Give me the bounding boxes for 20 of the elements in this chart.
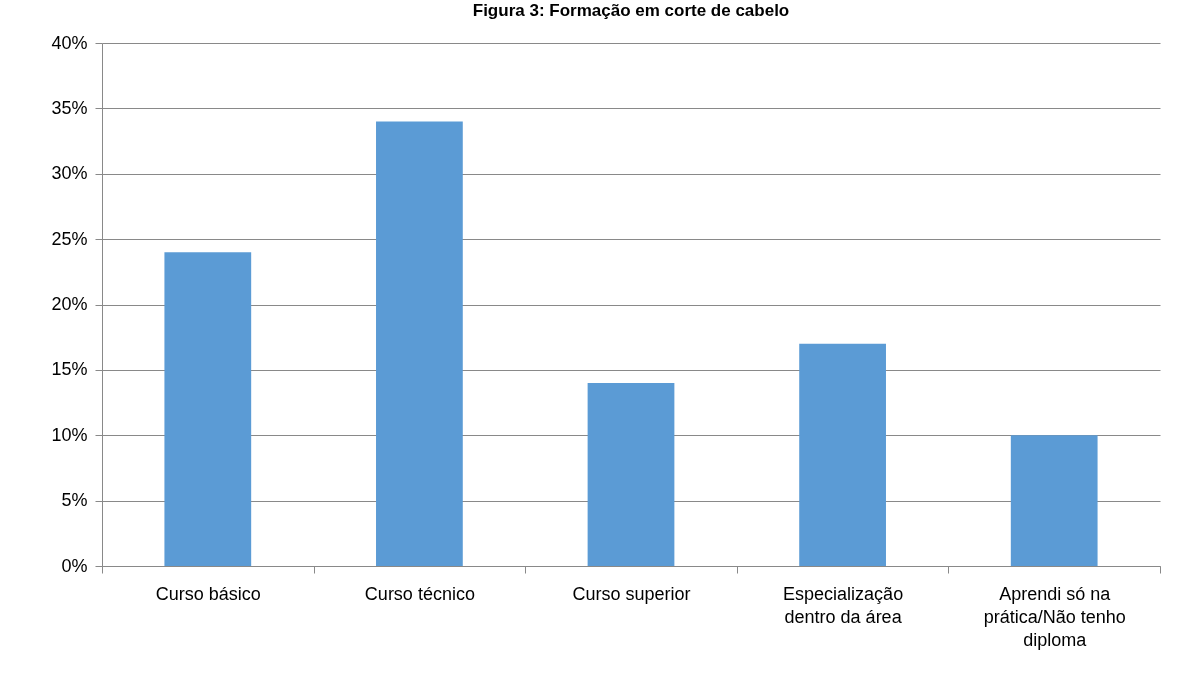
y-tick-label: 35% bbox=[51, 97, 88, 118]
x-tick-label: Curso superior bbox=[572, 583, 691, 604]
bar bbox=[1010, 435, 1098, 566]
x-tick-label: Aprendi só na prática/Não tenho diploma bbox=[983, 583, 1126, 650]
x-tick-label: Curso básico bbox=[155, 583, 261, 604]
y-tick-label: 10% bbox=[51, 424, 88, 445]
y-tick-label: 15% bbox=[51, 359, 88, 380]
x-tick-label: Curso técnico bbox=[364, 583, 475, 604]
y-tick-label: 40% bbox=[51, 32, 88, 53]
chart-title: Figura 3: Formação em corte de cabelo bbox=[472, 1, 790, 20]
bar bbox=[799, 343, 886, 566]
bar bbox=[164, 252, 252, 566]
y-tick-label: 25% bbox=[51, 228, 88, 249]
bar bbox=[376, 121, 463, 566]
y-tick-label: 5% bbox=[61, 490, 88, 511]
bar bbox=[587, 382, 675, 566]
y-tick-label: 0% bbox=[61, 555, 88, 576]
x-tick-label: Especialização dentro da área bbox=[783, 583, 904, 627]
y-tick-label: 20% bbox=[51, 294, 88, 314]
y-tick-label: 30% bbox=[51, 163, 88, 184]
